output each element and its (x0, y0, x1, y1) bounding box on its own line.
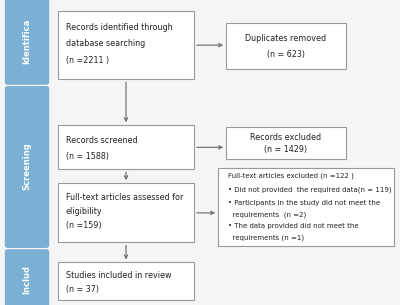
Text: requirements (n =1): requirements (n =1) (228, 234, 304, 241)
FancyBboxPatch shape (226, 23, 346, 69)
Text: • Participants in the study did not meet the: • Participants in the study did not meet… (228, 200, 380, 206)
Text: Records screened: Records screened (66, 136, 138, 145)
FancyBboxPatch shape (5, 86, 49, 248)
Text: (n =2211 ): (n =2211 ) (66, 56, 109, 65)
FancyBboxPatch shape (58, 125, 194, 169)
FancyBboxPatch shape (226, 127, 346, 159)
FancyBboxPatch shape (58, 262, 194, 300)
Text: Records identified through: Records identified through (66, 23, 173, 32)
Text: Full-text articles excluded (n =122 ): Full-text articles excluded (n =122 ) (228, 173, 354, 179)
Text: Includ: Includ (22, 264, 32, 294)
FancyBboxPatch shape (218, 168, 394, 246)
Text: • The data provided did not meet the: • The data provided did not meet the (228, 223, 359, 229)
Text: Studies included in review: Studies included in review (66, 271, 172, 280)
Text: eligibility: eligibility (66, 207, 103, 216)
Text: (n = 623): (n = 623) (267, 50, 305, 59)
FancyBboxPatch shape (58, 183, 194, 242)
Text: Records excluded: Records excluded (250, 133, 322, 142)
Text: Screening: Screening (22, 142, 32, 190)
Text: Identifica: Identifica (22, 19, 32, 64)
FancyBboxPatch shape (58, 11, 194, 79)
Text: database searching: database searching (66, 39, 145, 48)
Text: (n = 1429): (n = 1429) (264, 145, 308, 154)
Text: (n = 1588): (n = 1588) (66, 152, 109, 160)
FancyBboxPatch shape (5, 249, 49, 305)
Text: Full-text articles assessed for: Full-text articles assessed for (66, 193, 183, 203)
Text: Duplicates removed: Duplicates removed (246, 34, 326, 43)
Text: • Did not provided  the required data(n = 119): • Did not provided the required data(n =… (228, 187, 392, 193)
FancyBboxPatch shape (5, 0, 49, 85)
Text: (n = 37): (n = 37) (66, 285, 99, 294)
Text: requirements  (n =2): requirements (n =2) (228, 211, 306, 218)
Text: (n =159): (n =159) (66, 221, 102, 230)
